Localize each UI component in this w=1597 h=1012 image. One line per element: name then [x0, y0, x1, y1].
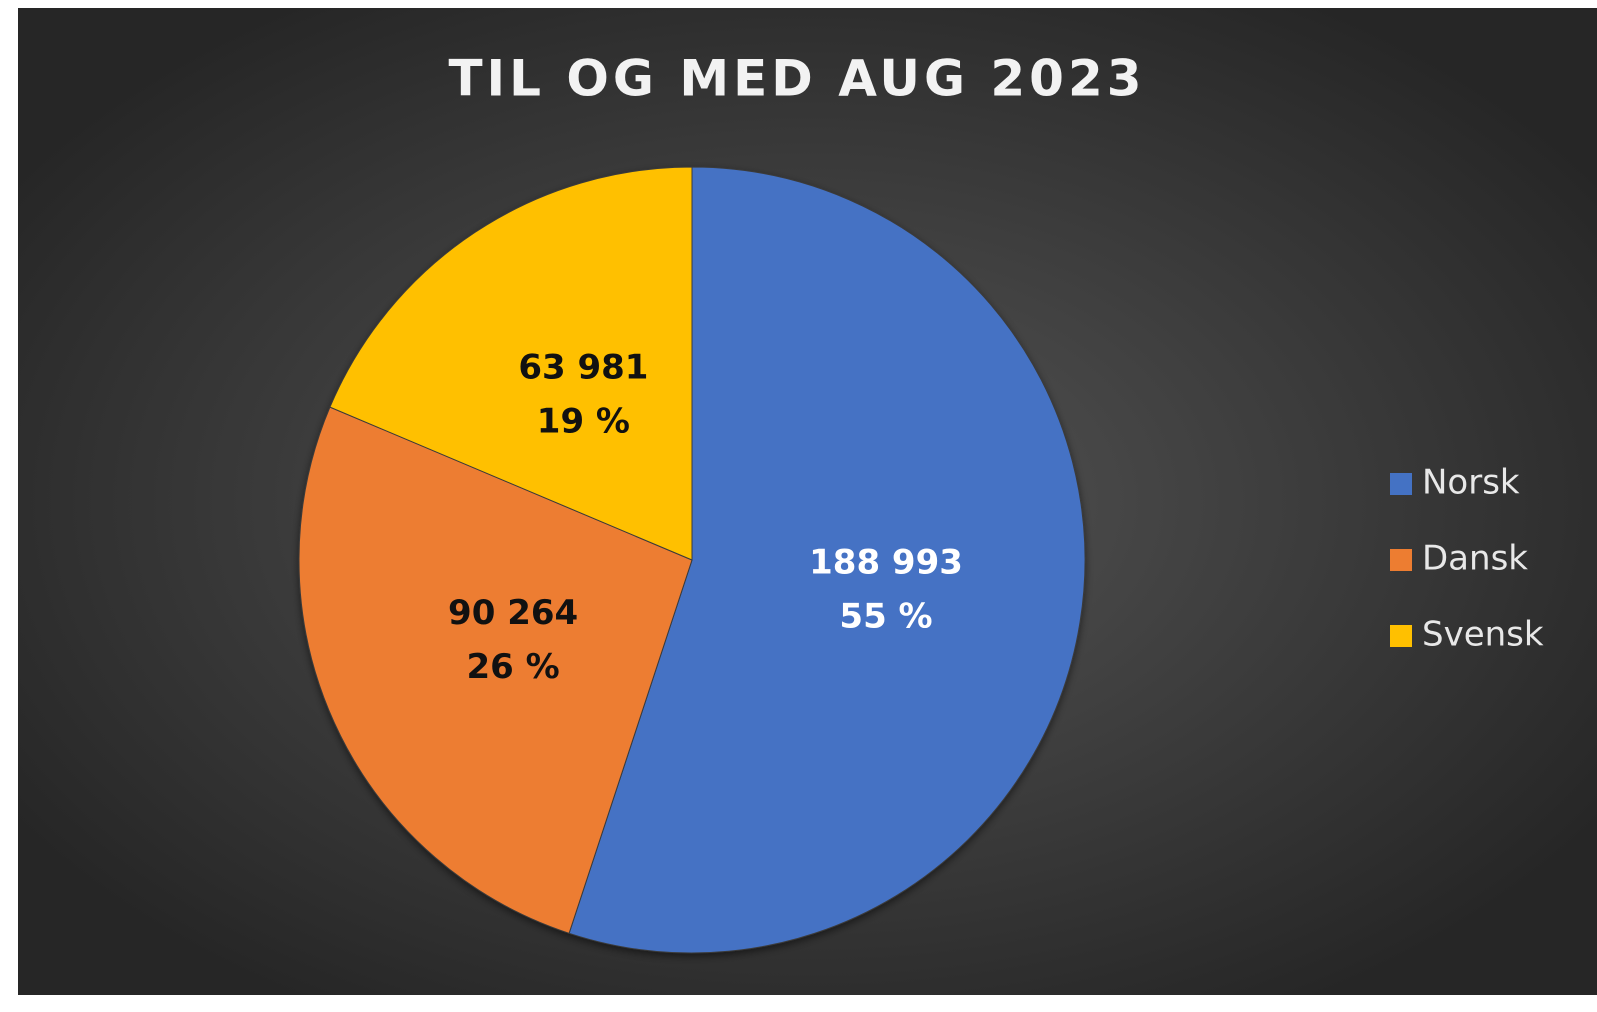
percentage-label: 55 %: [839, 597, 932, 637]
data-label: 90 264: [448, 593, 578, 633]
legend-swatch: [1390, 473, 1412, 495]
legend-swatch: [1390, 549, 1412, 571]
legend-swatch: [1390, 625, 1412, 647]
pie-slice: [568, 166, 1086, 954]
chart-title: TIL OG MED AUG 2023: [448, 50, 1145, 108]
legend-label: Dansk: [1422, 539, 1528, 579]
data-label: 188 993: [809, 543, 963, 583]
pie: [298, 166, 1086, 954]
legend-label: Norsk: [1422, 463, 1520, 503]
percentage-label: 26 %: [467, 647, 560, 687]
data-label: 63 981: [518, 348, 648, 388]
pie-slice: [329, 166, 693, 561]
pie-slice: [298, 406, 693, 934]
percentage-label: 19 %: [537, 402, 630, 442]
legend-label: Svensk: [1422, 615, 1544, 655]
